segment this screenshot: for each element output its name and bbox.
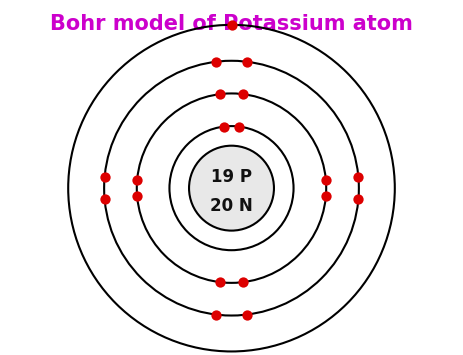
Point (244, 312, 251, 317)
Text: 19 P: 19 P (211, 168, 252, 186)
Point (101, 196, 108, 202)
Point (239, 279, 247, 285)
Point (212, 312, 219, 317)
Point (322, 193, 330, 199)
Point (133, 177, 141, 183)
Circle shape (189, 146, 274, 231)
Point (212, 59, 219, 65)
Point (101, 174, 108, 180)
Text: 20 N: 20 N (210, 197, 253, 215)
Point (322, 177, 330, 183)
Point (355, 174, 362, 180)
Point (216, 91, 224, 97)
Point (133, 193, 141, 199)
Point (235, 124, 243, 130)
Point (244, 59, 251, 65)
Point (220, 124, 228, 130)
Text: Bohr model of Potassium atom: Bohr model of Potassium atom (50, 14, 413, 34)
Point (228, 22, 235, 28)
Point (216, 279, 224, 285)
Point (239, 91, 247, 97)
Point (355, 196, 362, 202)
